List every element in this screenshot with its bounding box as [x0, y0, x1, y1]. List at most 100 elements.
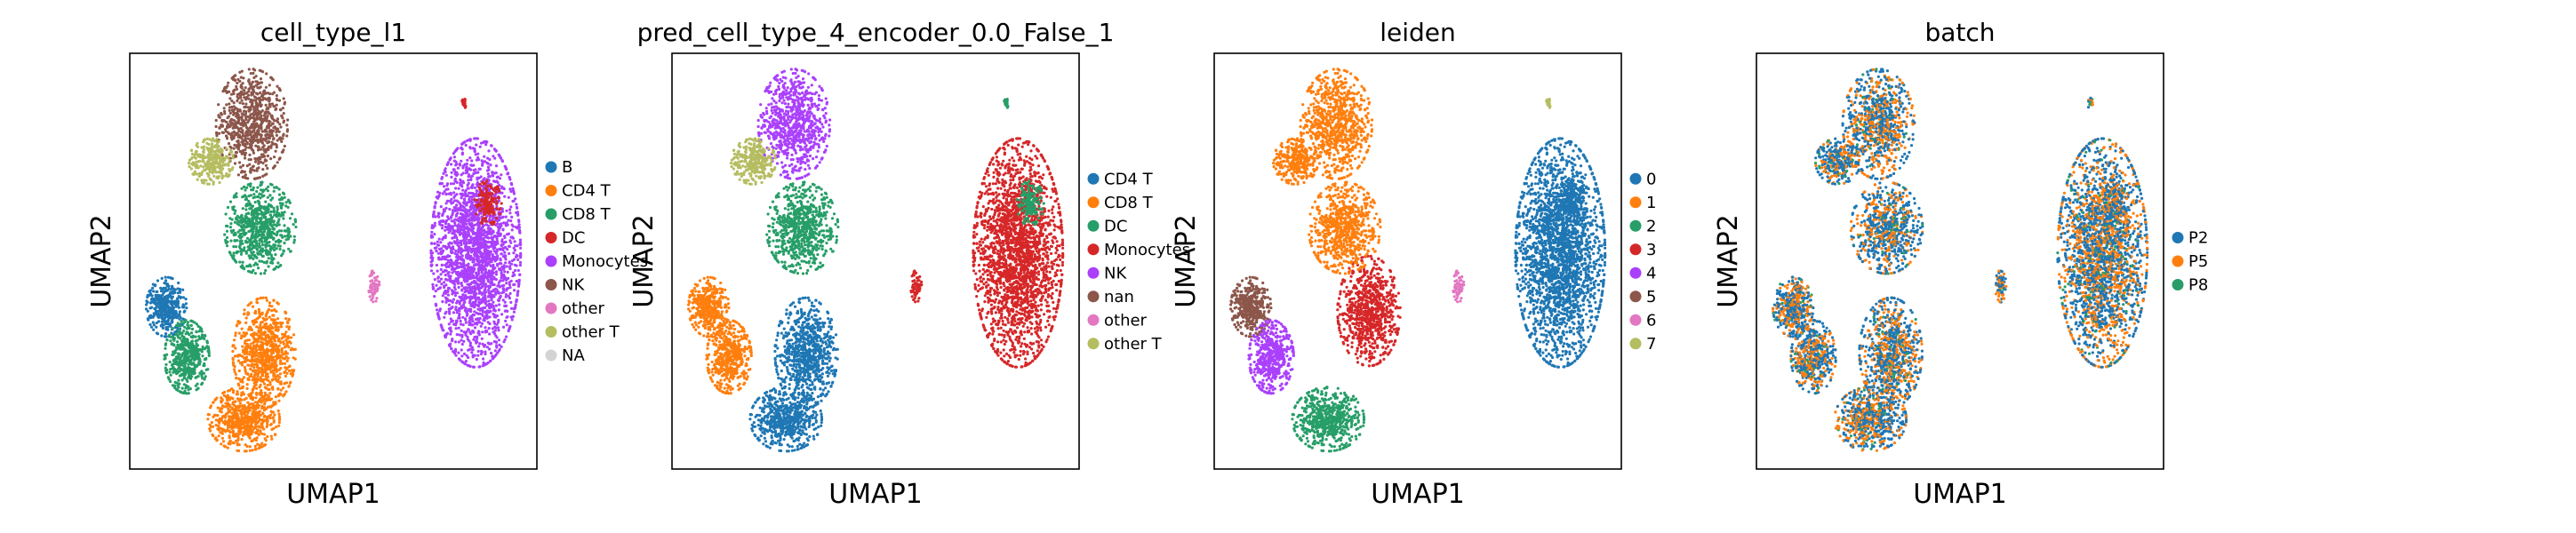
data-point [265, 72, 268, 76]
data-point [250, 91, 253, 95]
data-point [453, 288, 457, 291]
data-point [242, 89, 245, 92]
data-point [278, 247, 282, 251]
data-point [270, 340, 274, 344]
data-point [274, 395, 277, 399]
data-point [167, 308, 171, 312]
data-point [238, 101, 242, 105]
data-point [240, 130, 244, 133]
data-point [234, 112, 237, 115]
data-point [253, 380, 257, 384]
data-point [268, 133, 272, 137]
data-point [233, 220, 236, 224]
data-point [263, 414, 267, 418]
data-point [248, 202, 252, 205]
data-point [145, 303, 148, 306]
data-point [194, 152, 198, 155]
data-point [250, 432, 253, 436]
data-point [266, 189, 269, 193]
data-point [232, 147, 236, 150]
data-point [249, 100, 252, 104]
data-point [256, 402, 260, 407]
data-point [211, 425, 215, 428]
data-point [248, 325, 252, 329]
data-point [247, 68, 251, 71]
data-point [257, 446, 260, 450]
data-point [283, 382, 286, 386]
data-point [238, 430, 243, 434]
data-point [251, 449, 254, 452]
data-point [246, 137, 250, 140]
data-point [170, 306, 174, 310]
data-point [232, 101, 236, 105]
data-point [433, 221, 436, 225]
data-point [247, 229, 251, 234]
data-point [231, 349, 235, 354]
data-point [245, 432, 250, 435]
data-point [434, 290, 437, 293]
data-point [177, 386, 180, 389]
data-point [277, 218, 281, 221]
data-point [497, 338, 501, 342]
data-point [226, 446, 229, 449]
data-point [253, 109, 257, 113]
data-point [251, 218, 255, 221]
data-point [259, 98, 262, 101]
data-point [217, 145, 220, 148]
data-point [238, 386, 242, 390]
data-point [239, 165, 243, 169]
data-point [197, 347, 201, 352]
data-point [263, 402, 267, 406]
data-point [265, 159, 268, 163]
data-point [199, 164, 203, 168]
data-point [246, 269, 251, 273]
data-point [272, 267, 276, 271]
data-point [176, 388, 180, 392]
data-point [237, 449, 241, 453]
data-point [271, 236, 275, 240]
data-point [231, 429, 235, 433]
data-point [263, 418, 267, 422]
data-point [448, 312, 452, 315]
data-point [266, 220, 270, 224]
data-point [254, 396, 258, 400]
data-point [222, 107, 226, 110]
data-point [283, 100, 287, 104]
data-point [231, 345, 235, 348]
data-point [265, 298, 268, 302]
data-point [269, 397, 274, 401]
data-point [220, 436, 224, 440]
data-point [225, 135, 228, 139]
data-point [447, 303, 451, 306]
data-point [274, 329, 277, 332]
data-point [248, 221, 252, 225]
data-point [276, 205, 279, 209]
data-point [248, 328, 252, 331]
data-point [245, 186, 249, 189]
data-point [247, 312, 251, 315]
data-point [483, 155, 486, 158]
data-point [152, 290, 156, 293]
data-point [161, 293, 164, 297]
data-point [174, 332, 178, 336]
data-point [223, 419, 227, 423]
data-point [198, 153, 202, 156]
data-point [150, 294, 154, 298]
data-point [235, 195, 238, 199]
data-point [233, 162, 237, 165]
data-point [241, 139, 244, 142]
data-point [257, 369, 260, 372]
data-point [257, 433, 260, 436]
data-point [276, 317, 280, 321]
data-point [176, 361, 180, 364]
data-point [255, 106, 259, 109]
data-point [271, 386, 275, 389]
data-point [260, 153, 264, 156]
data-point [238, 420, 242, 424]
data-point [261, 174, 265, 178]
data-point [230, 105, 234, 109]
data-point [259, 337, 262, 340]
data-point [268, 241, 271, 244]
data-point [261, 351, 265, 354]
data-point [252, 126, 255, 130]
